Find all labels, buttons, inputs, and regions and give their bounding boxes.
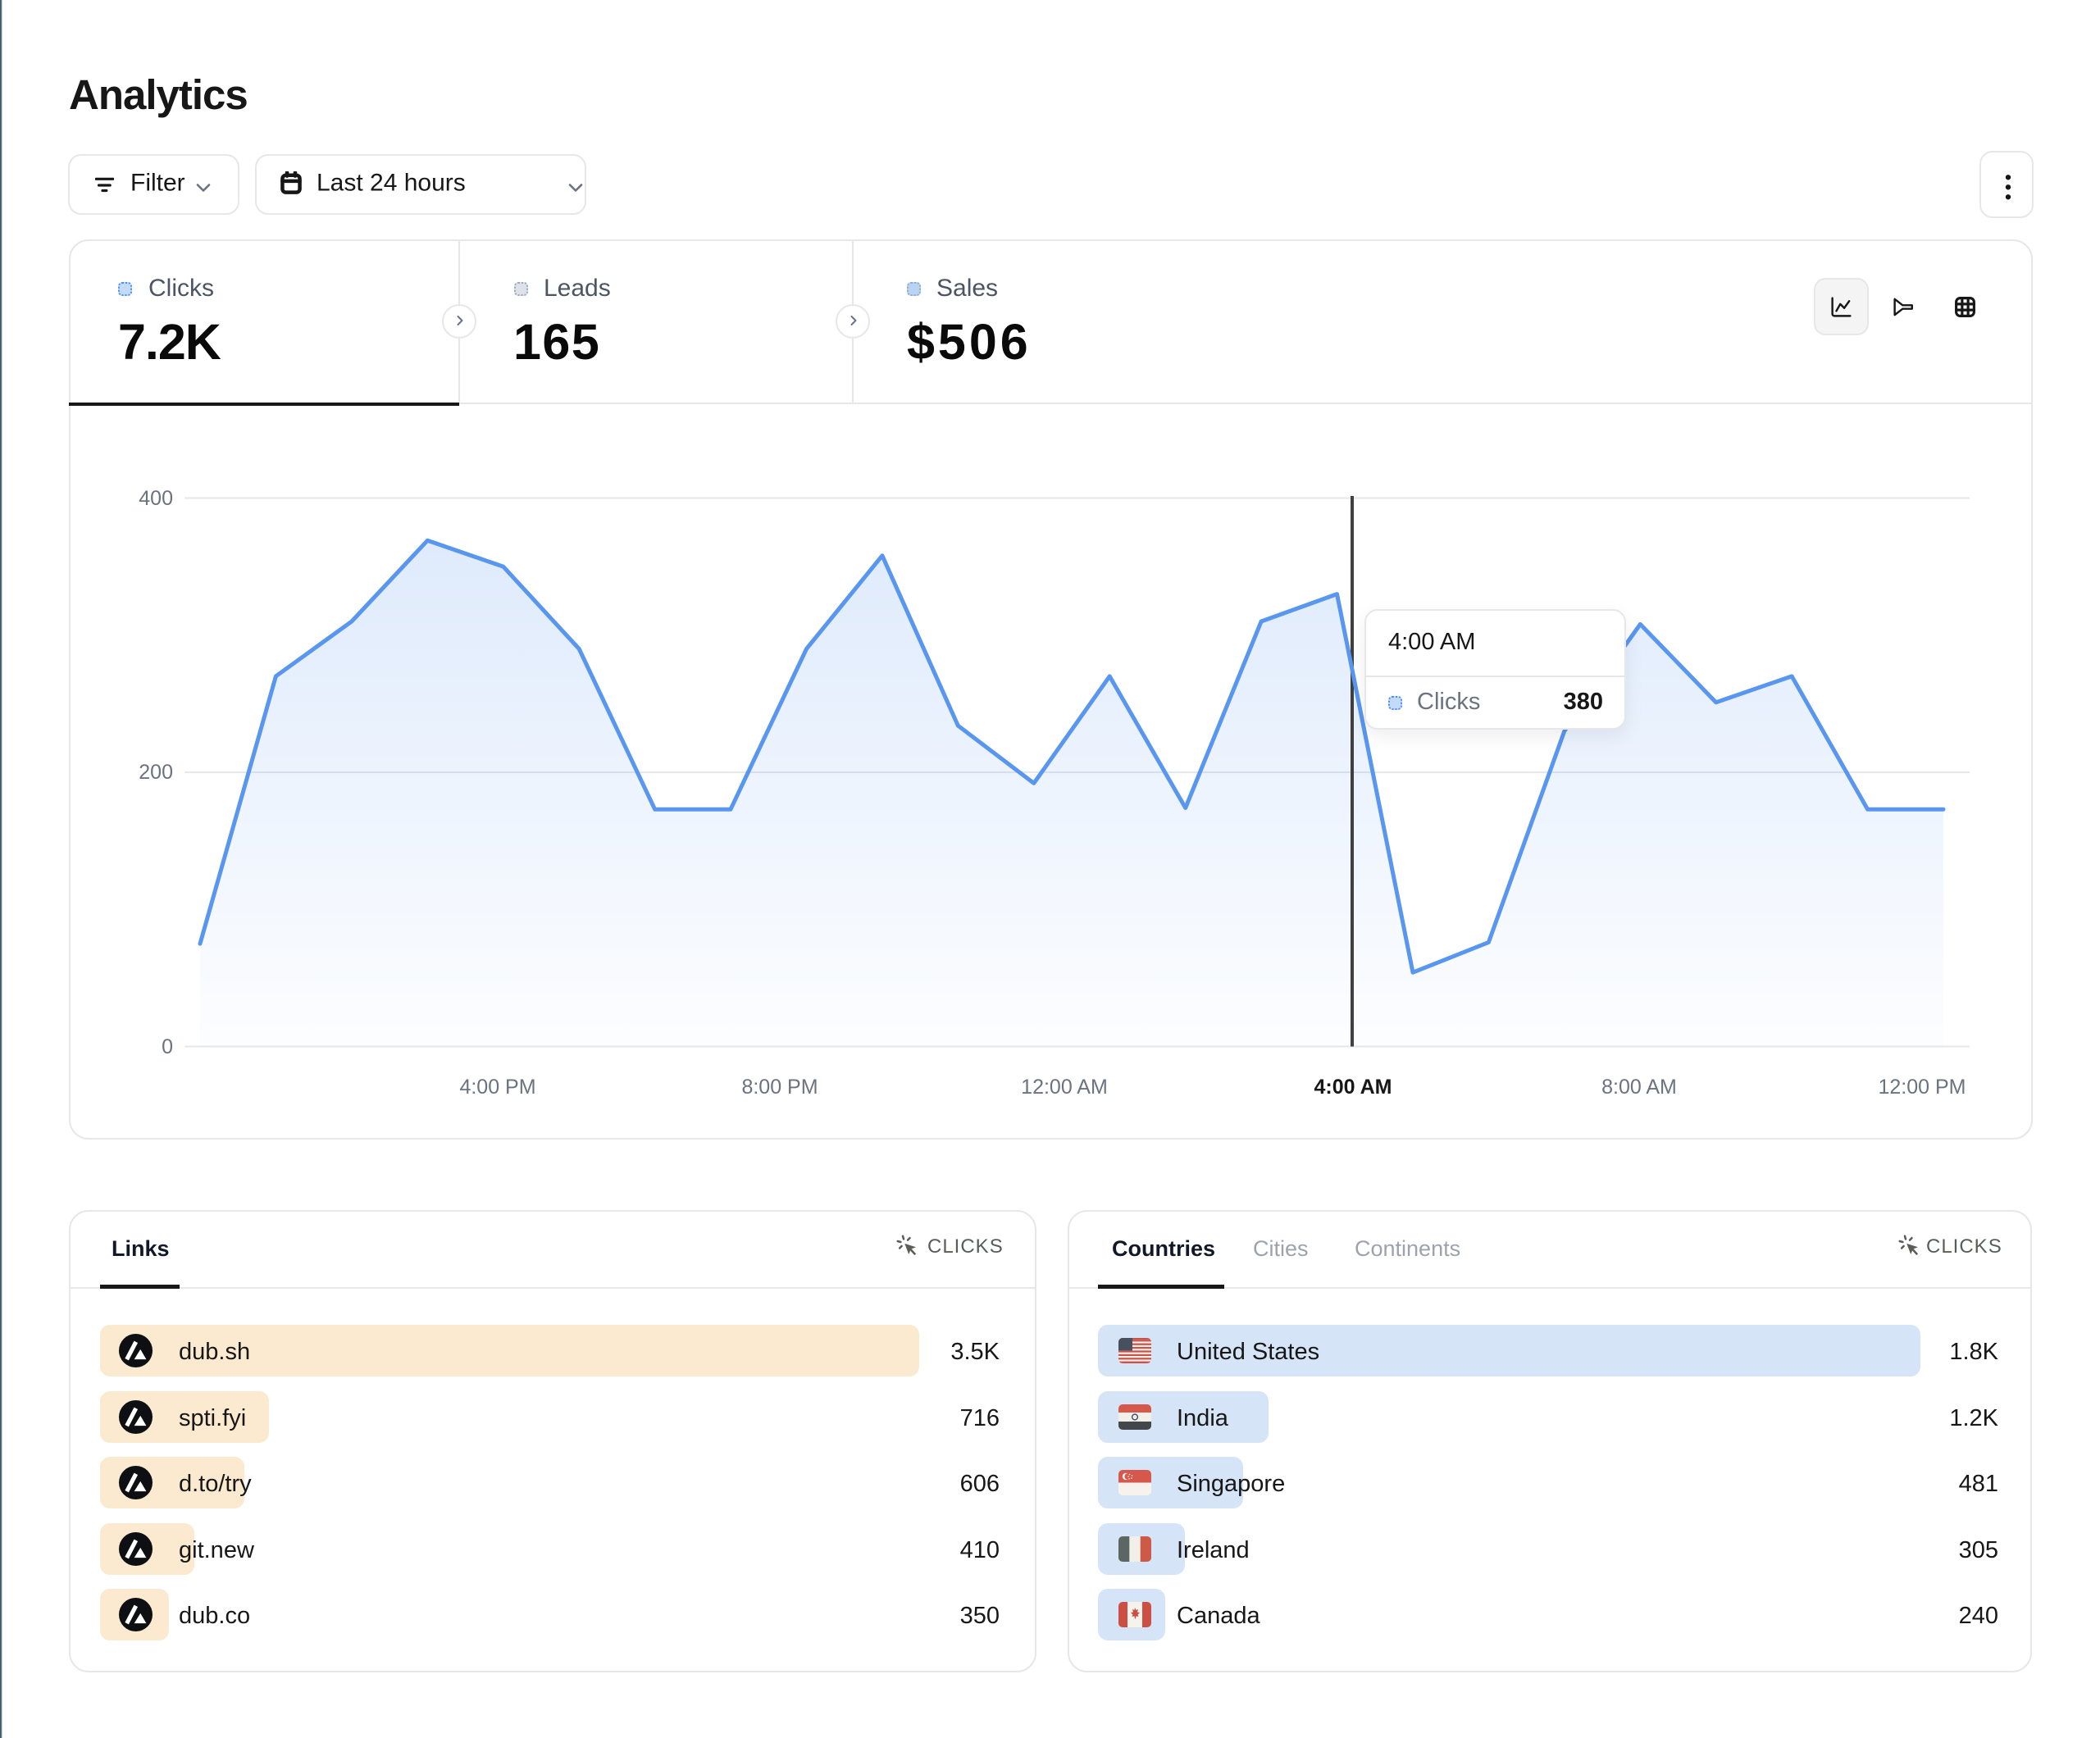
svg-text:0: 0 — [162, 1035, 173, 1058]
svg-text:8:00 PM: 8:00 PM — [741, 1076, 818, 1099]
svg-text:8:00 AM: 8:00 AM — [1601, 1076, 1677, 1099]
svg-text:4:00 AM: 4:00 AM — [1314, 1076, 1392, 1099]
svg-text:400: 400 — [139, 487, 173, 510]
svg-text:12:00 PM: 12:00 PM — [1878, 1076, 1966, 1099]
svg-text:4:00 PM: 4:00 PM — [459, 1076, 535, 1099]
svg-text:12:00 AM: 12:00 AM — [1021, 1076, 1108, 1099]
svg-text:200: 200 — [139, 761, 173, 784]
